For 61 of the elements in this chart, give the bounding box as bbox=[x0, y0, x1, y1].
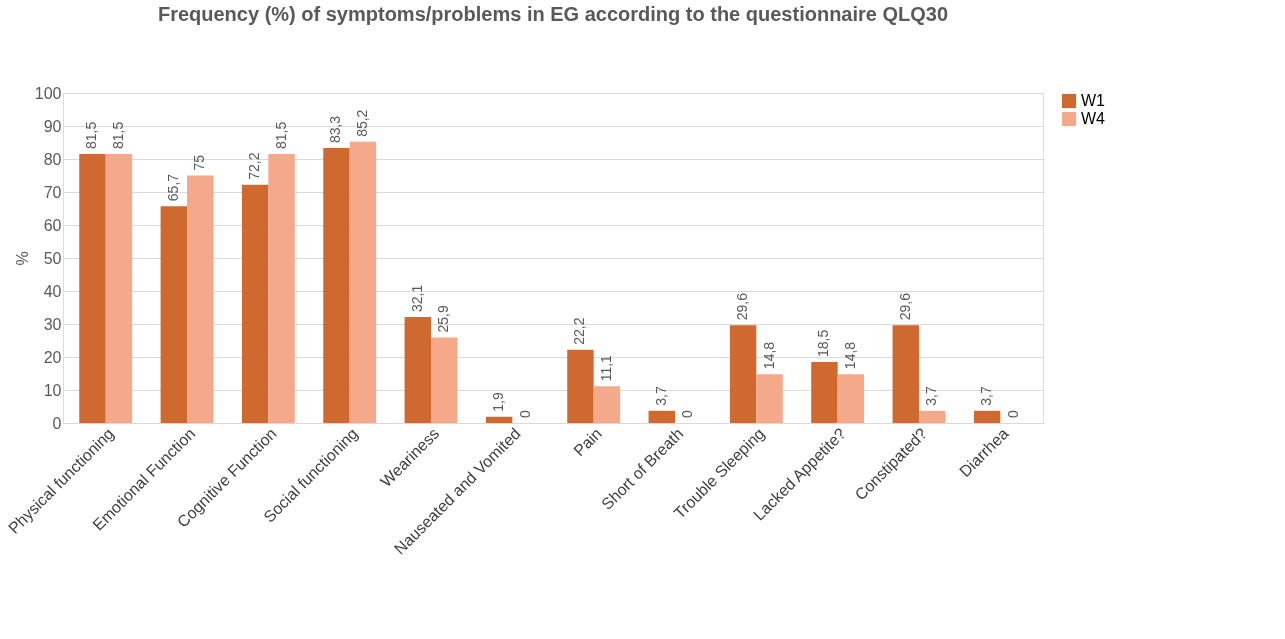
y-tick-label: 30 bbox=[43, 315, 62, 333]
data-label: 32,1 bbox=[408, 284, 425, 313]
data-label: 81,5 bbox=[272, 121, 289, 150]
data-label: 0 bbox=[1004, 410, 1021, 418]
data-label: 1,9 bbox=[490, 392, 507, 412]
bar bbox=[973, 410, 1001, 423]
bar bbox=[349, 141, 377, 423]
chart-title: Frequency (%) of symptoms/problems in EG according to the questionnaire QLQ30 bbox=[157, 3, 949, 25]
bar bbox=[756, 374, 783, 423]
data-label: 0 bbox=[679, 410, 696, 418]
y-tick-label: 40 bbox=[43, 282, 62, 300]
data-label: 14,8 bbox=[841, 341, 858, 370]
data-label: 3,7 bbox=[923, 386, 940, 406]
bar bbox=[105, 154, 133, 423]
bar bbox=[79, 154, 106, 423]
bar bbox=[404, 317, 432, 423]
data-label: 81,5 bbox=[83, 121, 100, 150]
data-label: 29,6 bbox=[734, 292, 751, 321]
bar bbox=[837, 374, 865, 423]
legend-label: W4 bbox=[1081, 110, 1106, 127]
y-tick-label: 90 bbox=[43, 117, 62, 135]
bar bbox=[892, 325, 919, 423]
data-label: 83,3 bbox=[327, 115, 344, 144]
bar bbox=[918, 410, 946, 423]
bar bbox=[729, 325, 757, 423]
bar bbox=[485, 416, 513, 423]
bar bbox=[648, 410, 675, 423]
bar bbox=[431, 337, 458, 423]
data-label: 0 bbox=[516, 410, 533, 418]
y-tick-label: 70 bbox=[43, 183, 62, 201]
data-label: 11,1 bbox=[597, 354, 614, 382]
data-label: 3,7 bbox=[652, 386, 669, 406]
bar bbox=[567, 349, 594, 423]
data-label: 29,6 bbox=[896, 292, 913, 321]
bar bbox=[323, 148, 350, 423]
y-tick-label: 0 bbox=[52, 414, 62, 432]
data-label: 3,7 bbox=[978, 386, 995, 406]
data-label: 22,2 bbox=[571, 317, 588, 345]
y-tick-label: 100 bbox=[34, 84, 62, 102]
data-label: 65,7 bbox=[164, 173, 181, 202]
y-tick-label: 20 bbox=[43, 348, 62, 366]
data-label: 72,2 bbox=[246, 152, 263, 180]
x-tick-label: Pain bbox=[570, 424, 605, 460]
y-axis-title: % bbox=[13, 251, 31, 266]
legend-label: W1 bbox=[1081, 92, 1106, 109]
data-label: 75 bbox=[191, 154, 208, 171]
bar bbox=[268, 154, 295, 423]
data-label: 18,5 bbox=[815, 329, 832, 357]
bar bbox=[160, 206, 188, 423]
y-tick-label: 80 bbox=[43, 150, 62, 168]
bar bbox=[593, 386, 621, 423]
bar bbox=[811, 361, 838, 423]
y-tick-label: 10 bbox=[43, 381, 62, 399]
bar bbox=[241, 184, 269, 423]
data-label: 14,8 bbox=[760, 341, 777, 370]
data-label: 25,9 bbox=[435, 305, 452, 333]
data-label: 81,5 bbox=[109, 121, 126, 150]
y-tick-label: 60 bbox=[43, 216, 62, 234]
y-tick-label: 50 bbox=[43, 249, 62, 267]
data-label: 85,2 bbox=[353, 109, 370, 137]
bar bbox=[187, 175, 214, 423]
